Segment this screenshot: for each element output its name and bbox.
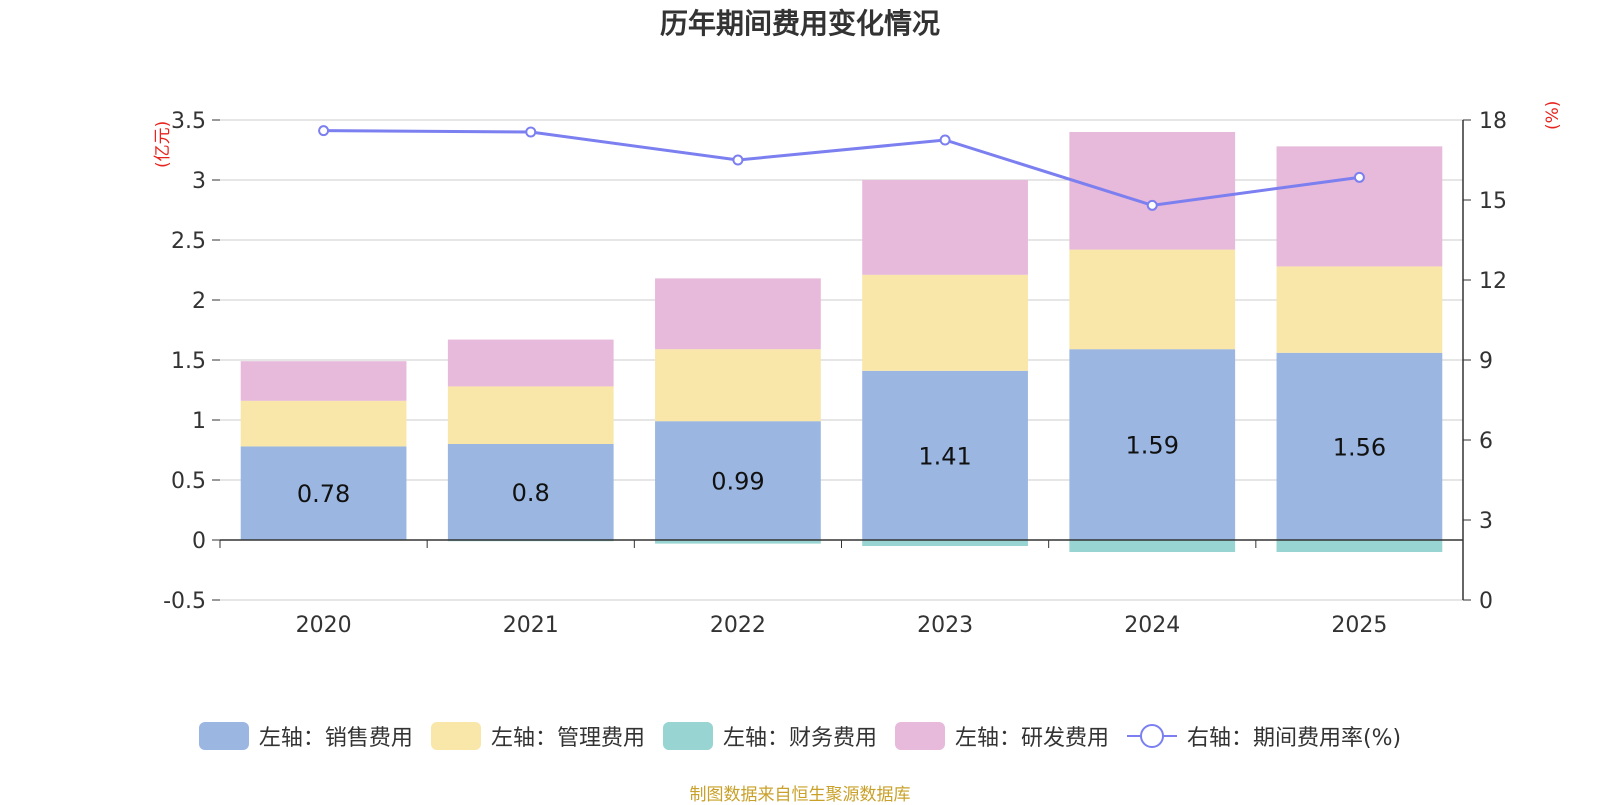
bar-rnd xyxy=(1276,146,1443,267)
bar-admin xyxy=(1069,249,1236,350)
legend-swatch-admin xyxy=(430,722,481,750)
bar-sales-label: 0.78 xyxy=(297,480,350,508)
legend-swatch-rate xyxy=(1126,722,1177,750)
legend-item-admin[interactable]: 左轴：管理费用 xyxy=(430,720,645,752)
left-axis-tick-label: 1 xyxy=(192,409,206,434)
x-axis-tick-label: 2020 xyxy=(296,613,352,638)
bar-sales-label: 0.8 xyxy=(512,479,550,507)
legend-item-sales[interactable]: 左轴：销售费用 xyxy=(198,720,413,752)
bar-admin xyxy=(862,274,1028,371)
x-axis-tick-label: 2024 xyxy=(1124,613,1180,638)
left-axis-tick-label: 0 xyxy=(192,529,206,554)
left-axis-tick-label: 3 xyxy=(192,169,206,194)
bar-sales-label: 0.99 xyxy=(711,468,764,496)
bar-sales-label: 1.59 xyxy=(1126,432,1179,460)
x-axis-tick-label: 2023 xyxy=(917,613,973,638)
rate-point xyxy=(1353,171,1365,183)
bar-rnd xyxy=(447,339,614,387)
chart-title: 历年期间费用变化情况 xyxy=(659,7,940,40)
bar-sales xyxy=(862,370,1028,540)
bar-rnd xyxy=(240,361,407,401)
rate-line xyxy=(323,129,1360,207)
bar-sales xyxy=(655,421,821,540)
legend-label-finance: 左轴：财务费用 xyxy=(722,726,877,751)
rate-point xyxy=(525,126,537,138)
legend-label-rate: 右轴：期间费用率(%) xyxy=(1186,726,1402,751)
rate-point xyxy=(318,125,330,137)
right-axis-tick-label: 6 xyxy=(1479,429,1493,454)
right-axis-tick-label: 0 xyxy=(1479,589,1493,614)
bar-admin xyxy=(447,386,614,444)
left-axis-tick-label: 0.5 xyxy=(171,469,206,494)
left-axis-tick-label: 3.5 xyxy=(171,109,206,134)
x-axis-tick-label: 2021 xyxy=(503,613,559,638)
bar-sales xyxy=(1069,349,1236,540)
bar-admin xyxy=(1276,266,1443,353)
bar-sales-label: 1.41 xyxy=(918,442,971,470)
legend-swatch-sales xyxy=(198,722,249,750)
left-axis-tick-label: 2.5 xyxy=(171,229,206,254)
bar-admin xyxy=(240,400,407,447)
right-axis-tick-label: 9 xyxy=(1479,349,1493,374)
bar-rnd xyxy=(1069,132,1236,250)
left-axis-tick-label: 2 xyxy=(192,289,206,314)
right-axis-tick-label: 18 xyxy=(1479,109,1507,134)
legend: 左轴：销售费用 左轴：管理费用 左轴：财务费用 左轴：研发费用 右轴：期间费用率… xyxy=(0,720,1600,752)
legend-swatch-rnd xyxy=(894,722,945,750)
rate-point xyxy=(1146,199,1158,211)
left-axis-unit: (亿元) xyxy=(153,120,173,168)
legend-swatch-finance xyxy=(662,722,713,750)
x-axis-tick-label: 2022 xyxy=(710,613,766,638)
bar-finance xyxy=(1069,540,1236,552)
legend-label-rnd: 左轴：研发费用 xyxy=(954,726,1109,751)
bar-rnd xyxy=(862,180,1028,275)
bar-finance xyxy=(655,540,821,544)
right-axis-unit: (%) xyxy=(1543,100,1563,130)
right-axis-tick-label: 15 xyxy=(1479,189,1507,214)
x-axis-tick-label: 2025 xyxy=(1331,613,1387,638)
bar-finance xyxy=(862,540,1028,546)
bar-sales xyxy=(1276,352,1443,540)
bar-finance xyxy=(1276,540,1443,552)
right-axis-tick-label: 12 xyxy=(1479,269,1507,294)
left-axis-tick-label: -0.5 xyxy=(163,589,206,614)
left-axis-tick-label: 1.5 xyxy=(171,349,206,374)
bar-sales xyxy=(240,446,407,540)
legend-item-rnd[interactable]: 左轴：研发费用 xyxy=(894,720,1109,752)
legend-label-admin: 左轴：管理费用 xyxy=(490,726,645,751)
bar-sales xyxy=(447,444,614,540)
bar-sales-label: 1.56 xyxy=(1333,433,1386,461)
rate-point xyxy=(732,154,744,166)
legend-label-sales: 左轴：销售费用 xyxy=(258,726,413,751)
data-source-note: 制图数据来自恒生聚源数据库 xyxy=(689,785,911,805)
bar-rnd xyxy=(655,278,821,350)
right-axis-tick-label: 3 xyxy=(1479,509,1493,534)
legend-item-finance[interactable]: 左轴：财务费用 xyxy=(662,720,877,752)
legend-item-rate[interactable]: 右轴：期间费用率(%) xyxy=(1126,720,1402,752)
rate-point xyxy=(939,134,951,146)
bar-admin xyxy=(655,349,821,422)
